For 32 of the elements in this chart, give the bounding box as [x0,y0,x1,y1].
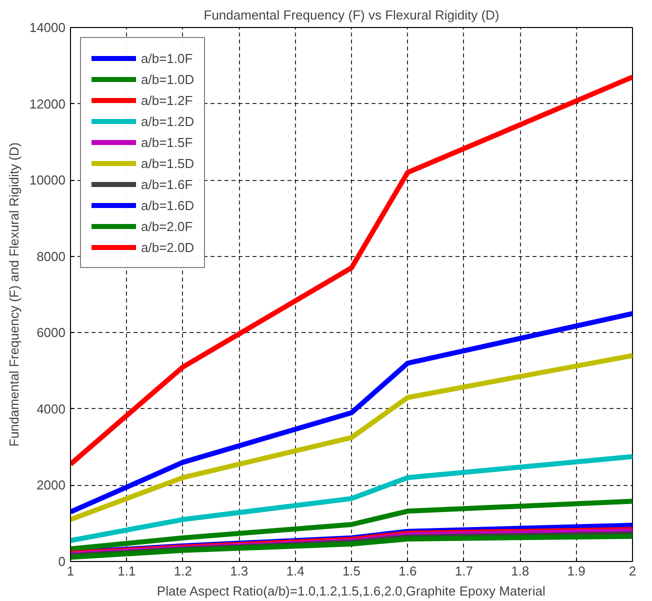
y-tick-label: 8000 [36,248,66,264]
chart-title: Fundamental Frequency (F) vs Flexural Rigidity (D) [204,8,500,22]
x-tick-label: 1.6 [398,564,417,578]
legend-label: a/b=1.6D [141,198,194,212]
y-tick-label: 12000 [29,96,66,112]
y-tick-label: 14000 [29,20,66,35]
legend-label: a/b=1.0D [141,72,194,86]
x-axis-title: Plate Aspect Ratio(a/b)=1.0,1.2,1.5,1.6,2.0,Graphite Epoxy Material [156,584,546,598]
legend-label: a/b=1.5D [141,156,194,170]
legend-label: a/b=1.2D [141,114,194,128]
x-tick-label: 1.8 [511,564,530,578]
y-axis-title: Fundamental Frequency (F) and Flexural Rigidity (D) [6,142,22,447]
x-tick-label: 1.2 [174,564,192,578]
x-tick-label: 2 [628,564,636,578]
x-tick-label: 1.9 [567,564,586,578]
legend-label: a/b=2.0F [141,218,193,234]
x-tick-label: 1.7 [454,564,473,578]
y-tick-label: 2000 [36,478,66,493]
legend-label: a/b=2.0D [141,240,194,254]
legend-label: a/b=1.0F [141,50,193,66]
y-tick-label: 6000 [36,325,66,340]
x-tick-label: 1.3 [230,564,248,578]
y-tick-label: 10000 [29,172,66,188]
x-tick-label: 1.5 [342,564,361,578]
x-tick-label: 1.4 [286,564,304,578]
legend-label: a/b=1.5F [141,134,193,150]
x-tick-label: 1.1 [118,564,136,578]
y-tick-label: 4000 [36,401,66,416]
y-tick-label: 0 [58,554,66,569]
legend-label: a/b=1.2F [141,92,193,108]
legend-label: a/b=1.6F [141,176,193,192]
x-tick-label: 1 [66,564,74,578]
